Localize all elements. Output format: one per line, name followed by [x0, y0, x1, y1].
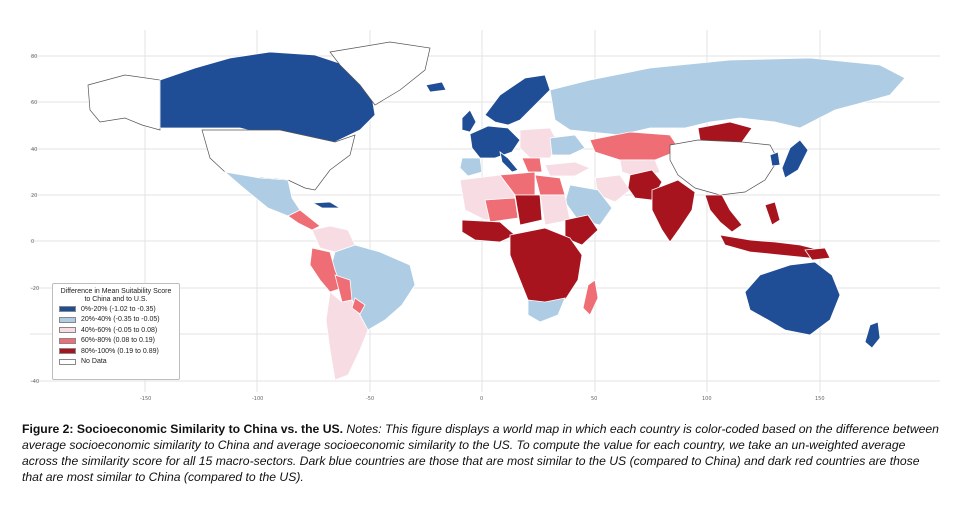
legend-item: No Data [59, 357, 179, 368]
country-madagascar [582, 279, 599, 316]
y-tick-label: 0 [31, 239, 34, 245]
country-kazakhstan [589, 131, 681, 161]
country-turkey [544, 161, 591, 177]
y-tick-label: 60 [31, 100, 37, 106]
y-tick-label: 20 [31, 193, 37, 199]
country-ethiopia [564, 214, 599, 246]
country-iberia [459, 157, 483, 177]
country-uruguay [351, 297, 366, 315]
country-uk [461, 109, 477, 133]
world-map-svg: 80 60 40 20 0 -20 -40 -150 -100 -50 0 50… [30, 30, 940, 402]
country-cuba [311, 201, 342, 209]
legend-item: 20%-40% (-0.35 to -0.05) [59, 315, 179, 326]
country-iceland [425, 81, 447, 93]
legend-item: 0%-20% (-1.02 to -0.35) [59, 304, 179, 315]
country-korea [769, 151, 781, 167]
x-tick-label: 100 [702, 396, 712, 402]
legend-item: 40%-60% (-0.05 to 0.08) [59, 325, 179, 336]
country-japan [781, 139, 809, 179]
country-india [651, 179, 696, 243]
x-tick-label: -150 [140, 396, 151, 402]
caption-title: Figure 2: Socioeconomic Similarity to Ch… [22, 422, 344, 436]
legend-swatch [59, 358, 76, 365]
country-central-africa [509, 227, 583, 316]
country-philippines [764, 201, 781, 226]
country-china [669, 139, 779, 196]
country-new-zealand [864, 321, 881, 349]
legend-label: 20%-40% (-0.35 to -0.05) [81, 316, 160, 324]
country-niger [514, 194, 543, 226]
countries [87, 41, 906, 381]
legend-swatch [59, 337, 76, 344]
country-scandinavia [484, 74, 551, 126]
legend-swatch [59, 348, 76, 355]
legend-label: 60%-80% (0.08 to 0.19) [81, 337, 155, 345]
legend-label: No Data [81, 358, 107, 366]
country-western-europe [469, 125, 521, 159]
world-map: 80 60 40 20 0 -20 -40 -150 -100 -50 0 50… [30, 30, 940, 405]
x-tick-label: 0 [480, 396, 483, 402]
country-papua-new-guinea [804, 247, 831, 261]
country-balkans [521, 157, 543, 173]
legend-item: 60%-80% (0.08 to 0.19) [59, 336, 179, 347]
country-central-america [287, 209, 321, 231]
country-alaska [87, 74, 161, 131]
legend-swatch [59, 306, 76, 313]
x-tick-label: 50 [591, 396, 597, 402]
country-indonesia [719, 234, 821, 259]
legend-item: 80%-100% (0.19 to 0.89) [59, 346, 179, 357]
x-tick-labels: -150 -100 -50 0 50 100 150 [140, 396, 825, 402]
country-ukraine [549, 134, 586, 156]
y-tick-label: -20 [31, 286, 39, 292]
country-egypt [534, 174, 566, 196]
y-tick-label: -40 [31, 379, 39, 385]
x-tick-label: -100 [252, 396, 263, 402]
y-tick-label: 80 [31, 54, 37, 60]
y-tick-label: 40 [31, 147, 37, 153]
legend-title: Difference in Mean Suitability Score to … [60, 288, 172, 303]
x-tick-label: 150 [815, 396, 825, 402]
y-tick-labels: 80 60 40 20 0 -20 -40 [31, 54, 39, 385]
country-argentina [325, 291, 369, 381]
map-legend: Difference in Mean Suitability Score to … [52, 283, 180, 380]
legend-label: 80%-100% (0.19 to 0.89) [81, 347, 159, 355]
legend-swatch [59, 316, 76, 323]
x-tick-label: -50 [366, 396, 374, 402]
legend-label: 40%-60% (-0.05 to 0.08) [81, 326, 158, 334]
legend-swatch [59, 327, 76, 334]
legend-label: 0%-20% (-1.02 to -0.35) [81, 305, 156, 313]
figure-caption: Figure 2: Socioeconomic Similarity to Ch… [22, 421, 942, 485]
country-australia [744, 261, 841, 336]
country-russia [549, 57, 906, 136]
country-west-africa [461, 219, 516, 243]
country-southeast-asia [704, 194, 743, 233]
country-italy [499, 151, 519, 173]
country-mali [484, 197, 519, 223]
country-south-africa [527, 297, 566, 323]
country-greenland [329, 41, 431, 106]
caption-notes: Notes: This figure displays a world map … [22, 422, 939, 484]
country-eastern-europe [519, 127, 559, 159]
country-peru [309, 247, 343, 293]
